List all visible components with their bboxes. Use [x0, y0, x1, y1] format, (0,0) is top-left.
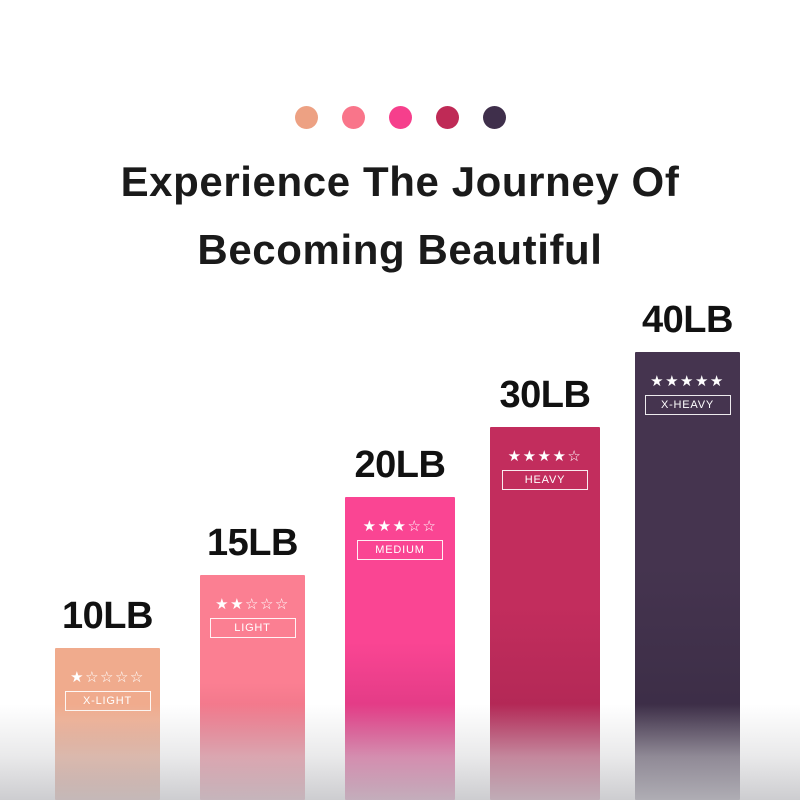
bar-group-x-light[interactable]: 10LB ★☆☆☆☆ X-LIGHT [55, 595, 160, 800]
star-rating-icon-light: ★★☆☆☆ [215, 596, 290, 613]
bar-group-x-heavy[interactable]: 40LB ★★★★★ X-HEAVY [635, 299, 740, 800]
bar-group-light[interactable]: 15LB ★★☆☆☆ LIGHT [200, 522, 305, 800]
bar-badge-medium: ★★★☆☆ MEDIUM [357, 518, 443, 561]
level-label-medium: MEDIUM [357, 540, 443, 561]
bar-badge-x-heavy: ★★★★★ X-HEAVY [644, 373, 731, 416]
bar-weight-label-x-heavy: 40LB [642, 299, 733, 341]
bar-x-heavy[interactable] [635, 352, 740, 800]
page-title-line-1: Experience The Journey Of [120, 158, 680, 205]
level-label-heavy: HEAVY [502, 470, 588, 491]
dot-x-light-icon [294, 106, 318, 129]
bar-weight-label-x-light: 10LB [62, 595, 153, 637]
level-label-x-light: X-LIGHT [64, 691, 151, 712]
bar-weight-label-heavy: 30LB [499, 374, 591, 416]
star-rating-icon-x-heavy: ★★★★★ [650, 373, 725, 390]
color-swatch-row [0, 106, 800, 129]
star-rating-icon-x-light: ★☆☆☆☆ [70, 669, 145, 686]
bar-badge-light: ★★☆☆☆ LIGHT [209, 596, 296, 639]
star-rating-icon-heavy: ★★★★☆ [507, 448, 583, 465]
bar-badge-heavy: ★★★★☆ HEAVY [502, 448, 588, 491]
bar-group-heavy[interactable]: 30LB ★★★★☆ HEAVY [490, 374, 600, 800]
level-label-light: LIGHT [209, 618, 296, 639]
bar-weight-label-medium: 20LB [354, 444, 446, 486]
page-title: Experience The Journey Of Becoming Beaut… [0, 148, 800, 284]
star-rating-icon-medium: ★★★☆☆ [362, 518, 438, 535]
dot-medium-icon [388, 106, 412, 129]
level-label-x-heavy: X-HEAVY [644, 395, 731, 416]
bar-badge-x-light: ★☆☆☆☆ X-LIGHT [64, 669, 151, 712]
page-title-line-2: Becoming Beautiful [197, 226, 603, 274]
dot-light-icon [341, 106, 365, 129]
dot-x-heavy-icon [482, 106, 506, 129]
dot-heavy-icon [435, 106, 459, 129]
bar-group-medium[interactable]: 20LB ★★★☆☆ MEDIUM [345, 444, 455, 800]
bar-weight-label-light: 15LB [207, 522, 298, 564]
